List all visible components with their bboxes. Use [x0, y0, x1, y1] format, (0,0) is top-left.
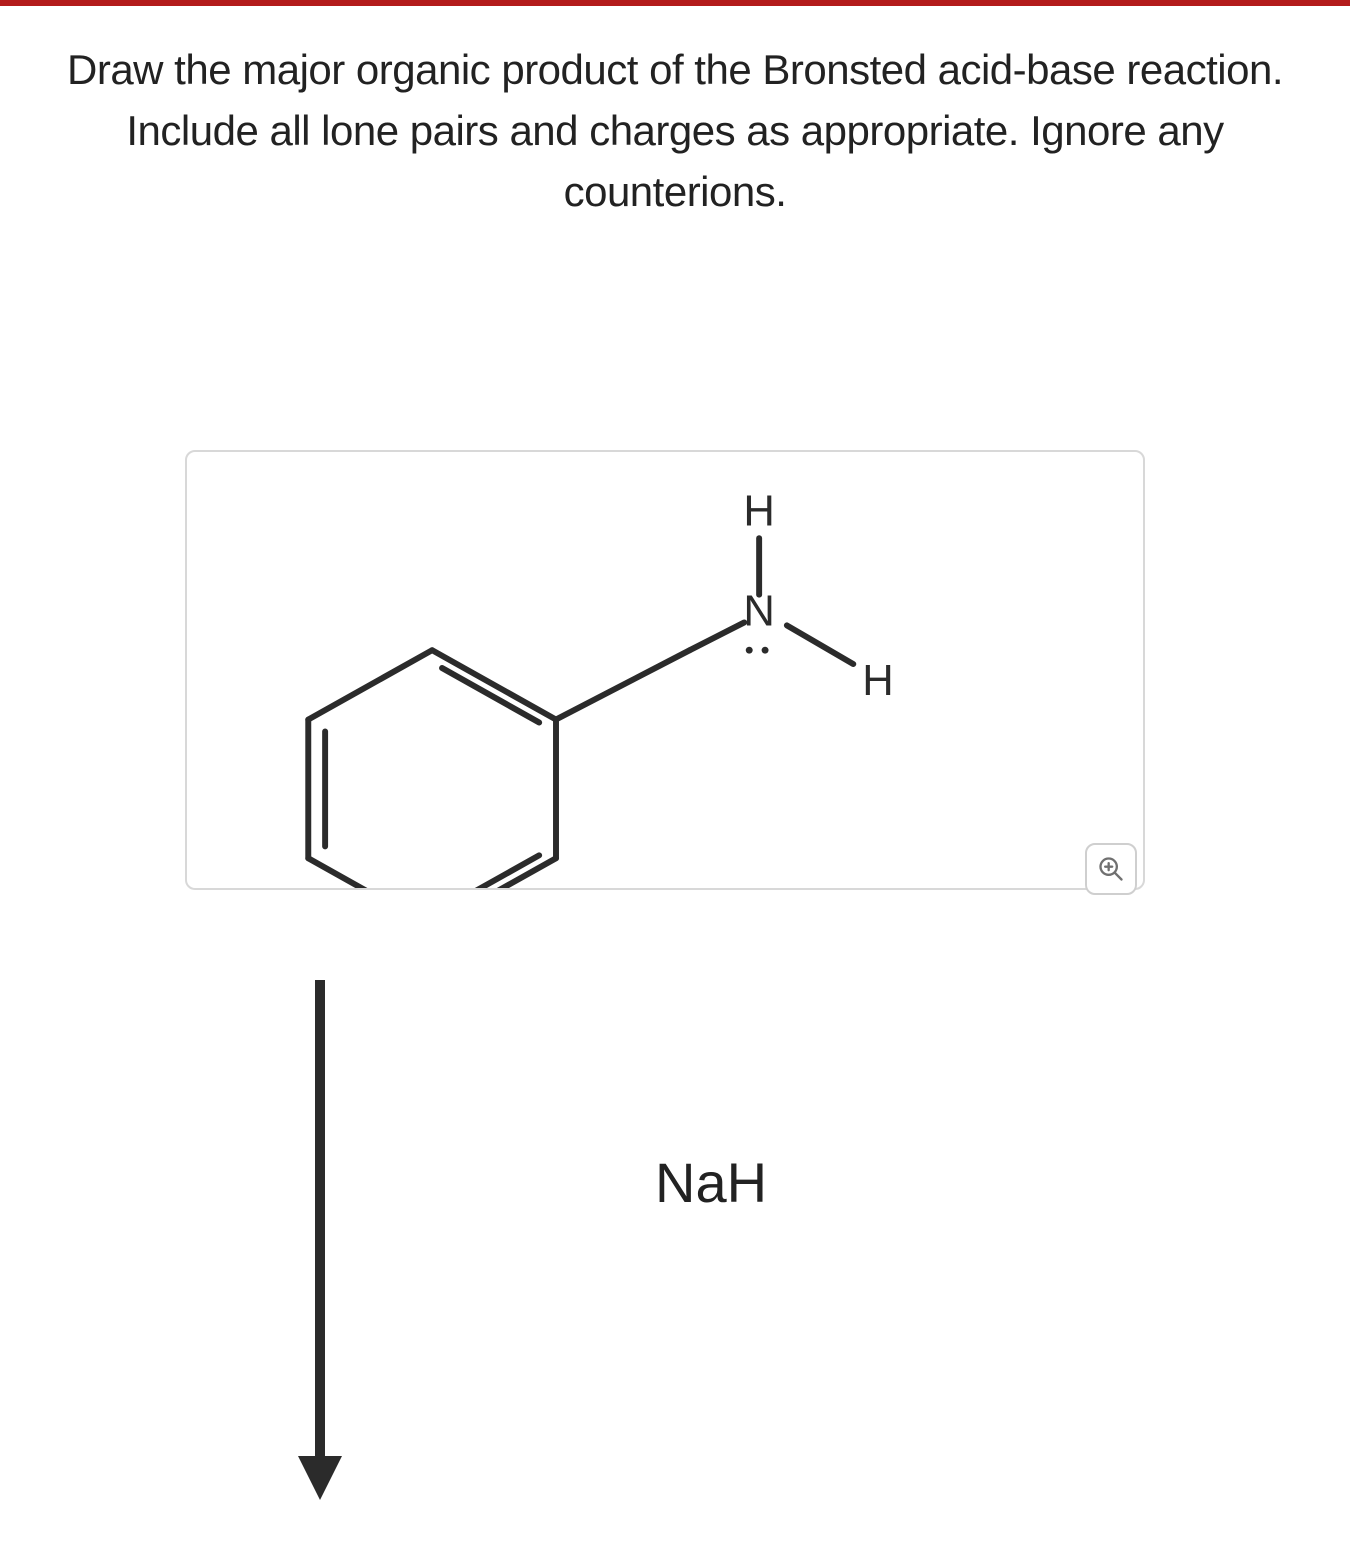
question-text: Draw the major organic product of the Br… — [30, 40, 1320, 223]
hydrogen-right-label: H — [862, 657, 893, 705]
top-accent-bar — [0, 0, 1350, 6]
zoom-in-button[interactable] — [1085, 843, 1137, 895]
reagent-label: NaH — [655, 1150, 767, 1215]
magnify-plus-icon — [1097, 855, 1125, 883]
nitrogen-label: N — [743, 587, 774, 635]
hydrogen-top-label: H — [743, 487, 774, 535]
reaction-arrow — [280, 970, 360, 1510]
benzylamine-structure: N H H — [187, 452, 1143, 888]
structure-image-box: N H H — [185, 450, 1145, 890]
